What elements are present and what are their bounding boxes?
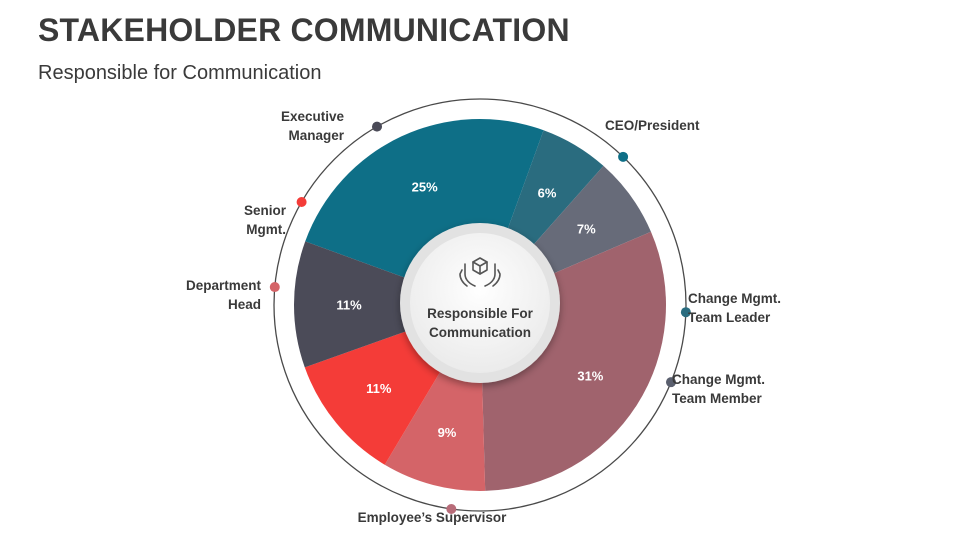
category-labels: CEO/President Change Mgmt. Team Leader Chan… — [186, 109, 781, 525]
center-label-line1: Responsible For — [427, 306, 534, 321]
ring-marker-dot — [372, 121, 382, 132]
ring-marker-dot — [680, 307, 691, 318]
page-subtitle: Responsible for Communication — [38, 62, 322, 84]
slice-value-label: 25% — [412, 179, 438, 194]
center-label-line2: Communication — [429, 325, 531, 340]
ring-marker-dot — [296, 197, 307, 207]
slice-value-label: 6% — [538, 185, 557, 200]
slice-category-label: Change Mgmt. Team Member — [672, 372, 765, 406]
value-labels: 25% 6% 7% 31% 9% 11% 11% — [336, 179, 603, 439]
page-title: STAKEHOLDER COMMUNICATION — [38, 12, 570, 48]
slice-value-label: 11% — [336, 298, 362, 313]
slice-value-label: 31% — [577, 369, 603, 384]
slice-value-label: 11% — [366, 381, 392, 396]
slice-value-label: 9% — [438, 425, 457, 440]
slice-category-label: CEO/President — [605, 118, 700, 133]
slice-category-label: Senior Mgmt. — [244, 203, 287, 237]
slice-category-label: Executive Manager — [281, 109, 345, 143]
pie-slice-6 — [293, 241, 480, 368]
center-badge — [400, 223, 560, 383]
ring-marker-dot — [665, 377, 676, 388]
outer-ring — [273, 98, 687, 512]
ring-marker-dot — [269, 282, 280, 293]
slice-category-label: Department Head — [186, 278, 262, 312]
hands-holding-cube-icon — [459, 257, 501, 287]
ring-markers — [269, 121, 691, 514]
slice-category-label: Employee’s Supervisor — [358, 510, 508, 525]
slice-value-label: 7% — [577, 221, 596, 236]
ring-marker-dot — [618, 151, 629, 162]
ring-marker-dot — [446, 503, 457, 514]
slice-category-label: Change Mgmt. Team Leader — [688, 291, 781, 325]
